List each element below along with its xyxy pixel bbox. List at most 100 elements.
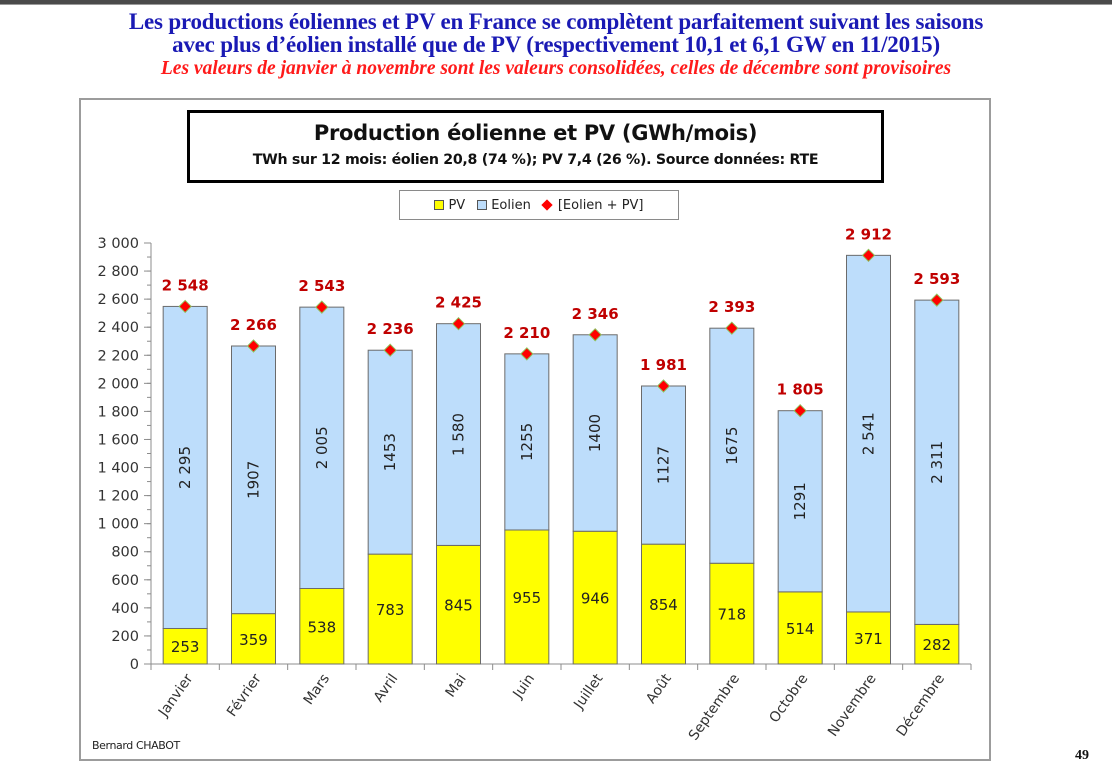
slide-headline-line2: avec plus d’éolien installé que de PV (r…: [172, 32, 940, 57]
data-label-total: 1 981: [640, 356, 687, 374]
total-diamond-marker: [315, 300, 329, 314]
bar-segment-pv: [367, 553, 413, 665]
data-label-total: 2 346: [572, 305, 619, 323]
data-label-total: 2 425: [435, 294, 482, 312]
bar-segment-eolien: [914, 299, 960, 625]
data-label-total: 2 236: [367, 320, 414, 338]
data-label-eolien: 1 580: [450, 413, 468, 456]
data-label-pv: 946: [581, 590, 610, 608]
total-diamond-marker: [451, 316, 466, 331]
data-label-pv: 845: [444, 597, 473, 615]
data-label-total: 1 805: [777, 381, 824, 399]
total-diamond-marker: [383, 343, 397, 357]
author-credit: Bernard CHABOT: [92, 739, 180, 752]
x-tick-label: Juin: [510, 671, 538, 702]
legend-swatch-eolien: [477, 200, 488, 210]
data-label-pv: 718: [718, 606, 747, 624]
data-label-total: 2 548: [162, 276, 209, 294]
total-diamond-marker: [725, 321, 739, 335]
total-diamond-marker: [656, 379, 671, 393]
x-tick-label: Mars: [301, 671, 333, 708]
y-tick-label: 200: [111, 629, 139, 645]
data-label-pv: 955: [513, 589, 542, 607]
data-label-total: 2 912: [845, 225, 892, 243]
bar-segment-pv: [162, 627, 208, 665]
bar-segment-pv: [436, 544, 481, 665]
total-diamond-marker: [520, 347, 534, 361]
bar-segment-eolien: [231, 345, 276, 615]
data-label-total: 2 393: [708, 298, 755, 316]
legend-item-eolien: Eolien: [477, 198, 531, 213]
y-tick-label: 2 800: [97, 264, 139, 280]
y-tick-label: 400: [111, 601, 139, 617]
x-tick-label: Avril: [371, 671, 402, 705]
total-diamond-marker: [246, 339, 261, 353]
bar-segment-eolien: [299, 306, 345, 590]
chart-title: Production éolienne et PV (GWh/mois): [313, 121, 758, 145]
y-tick-label: 1 800: [97, 404, 139, 420]
chart-legend: PV Eolien [Eolien + PV]: [399, 190, 679, 220]
data-label-pv: 783: [376, 601, 405, 619]
bar-stack-group: 253 2 295 359 1907 538 2 005 783 1453 845 1 580 95…: [162, 254, 960, 665]
y-tick-label: 1 400: [97, 461, 139, 477]
y-tick-label: 1 600: [97, 432, 139, 448]
bar-segment-eolien: [436, 323, 481, 546]
data-label-eolien: 2 311: [928, 441, 946, 484]
data-label-total: 2 266: [230, 316, 277, 334]
data-label-pv: 359: [239, 631, 268, 649]
data-label-pv: 253: [171, 638, 200, 656]
x-tick-label: Mai: [443, 671, 470, 700]
legend-label-total: [Eolien + PV]: [557, 197, 644, 213]
x-tick-label: Septembre: [686, 671, 743, 743]
data-label-eolien: 1675: [723, 427, 741, 465]
x-tick-label: Février: [224, 671, 265, 720]
y-axis: 0 200 400 600 800 1 000 1 200 1 400 1 600 1 800 2 …: [97, 236, 152, 673]
data-label-eolien: 2 005: [313, 426, 331, 469]
bar-segment-eolien: [846, 254, 891, 613]
bar-segment-pv: [299, 588, 345, 665]
bar-segment-pv: [709, 562, 755, 665]
x-tick-label: Décembre: [894, 671, 949, 739]
data-label-eolien: 1255: [518, 423, 536, 461]
legend-item-total: [Eolien + PV]: [541, 197, 644, 213]
y-tick-label: 1 200: [97, 489, 139, 505]
data-label-eolien: 2 295: [176, 446, 194, 489]
data-label-eolien: 1127: [655, 446, 673, 484]
legend-item-pv: PV: [434, 198, 465, 213]
slide-subheadline: Les valeurs de janvier à novembre sont l…: [160, 58, 952, 79]
x-tick-label: Juillet: [571, 671, 607, 713]
x-tick-label: Août: [643, 671, 675, 707]
data-label-eolien: 1291: [791, 482, 809, 520]
x-tick-label: Janvier: [155, 671, 196, 721]
y-tick-label: 800: [111, 545, 139, 561]
bar-segment-eolien: [777, 410, 823, 593]
data-label-pv: 371: [854, 630, 883, 648]
total-diamond-marker: [930, 293, 944, 307]
data-label-eolien: 1400: [586, 414, 604, 452]
y-tick-label: 2 600: [97, 292, 139, 308]
data-label-eolien: 2 541: [860, 412, 878, 455]
y-tick-label: 600: [111, 573, 139, 589]
total-diamond-marker: [861, 248, 876, 263]
x-tick-label: Novembre: [825, 671, 880, 740]
top-border-bar: [0, 0, 1112, 4]
slide-headline-line1: Les productions éoliennes et PV en Franc…: [128, 9, 984, 34]
total-diamond-marker: [588, 328, 602, 342]
chart-title-box: Production éolienne et PV (GWh/mois) TWh…: [187, 110, 884, 183]
legend-label-pv: PV: [448, 197, 466, 213]
x-axis: Janvier Février Mars Avril Mai Juin Juillet Aoû…: [150, 663, 972, 743]
data-label-pv: 538: [308, 618, 337, 636]
y-tick-label: 1 000: [97, 517, 139, 533]
data-label-eolien: 1907: [245, 461, 263, 499]
total-diamond-marker: [793, 403, 807, 418]
y-tick-label: 3 000: [97, 236, 139, 252]
chart-subtitle: TWh sur 12 mois: éolien 20,8 (74 %); PV …: [252, 152, 819, 168]
legend-swatch-pv: [434, 200, 445, 210]
bar-segment-eolien: [367, 349, 413, 555]
y-tick-label: 2 400: [97, 320, 139, 336]
data-label-pv: 282: [923, 636, 952, 654]
data-label-eolien: 1453: [381, 433, 399, 471]
bar-segment-pv: [777, 591, 823, 665]
y-tick-label: 2 200: [97, 348, 139, 364]
